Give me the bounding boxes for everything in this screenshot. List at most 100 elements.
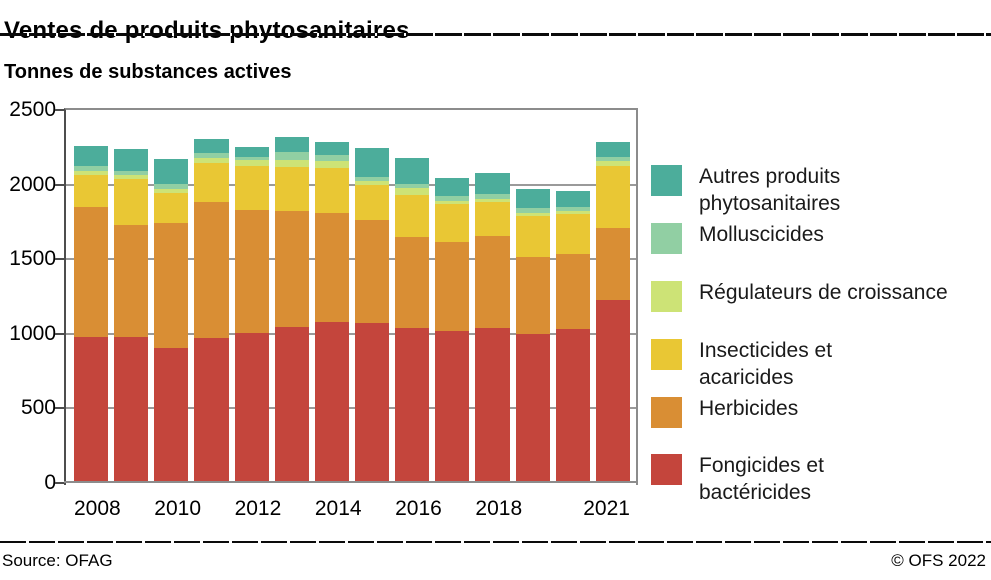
bar-segment [234,160,269,167]
x-axis-label-2021: 2021 [583,497,630,520]
bar-segment [274,159,309,168]
gridline-2000 [66,183,636,186]
y-tick-1500 [55,258,64,261]
bar-2021 [595,141,630,482]
y-tick-1000 [55,332,64,335]
legend-swatch [651,339,682,370]
bar-segment [314,161,349,168]
bar-segment [314,155,349,162]
bar-segment [314,141,349,156]
legend-swatch [651,454,682,485]
bar-segment [595,300,630,482]
bar-2009 [114,149,149,482]
bar-segment [435,196,470,201]
legend-label: Autres produits phytosanitaires [699,165,841,215]
bar-segment [194,338,229,482]
bar-segment [194,153,229,159]
bar-segment [154,188,189,194]
bar-2017 [435,177,470,482]
bar-segment [194,202,229,338]
bar-segment [435,177,470,197]
bar-segment [74,170,109,175]
bar-segment [515,257,550,334]
source-text: Source: OFAG [2,551,113,570]
x-axis-labels: 2008 2010 2012 2014 2016 2018 2021 [66,496,636,522]
bar-segment [555,191,590,207]
y-tick-2500 [55,109,64,111]
bar-segment [395,327,430,482]
bar-segment [274,152,309,160]
bar-segment [114,149,149,171]
legend-item: Régulateurs de croissance [651,281,948,312]
x-axis-label-2008: 2008 [74,497,121,520]
y-axis-label-500: 500 [20,396,56,420]
bar-segment [274,137,309,153]
bar-2016 [395,157,430,482]
bar-segment [234,156,269,161]
bar-segment [154,347,189,482]
legend-label: Régulateurs de croissance [699,281,948,304]
plot-inner [55,109,638,484]
x-axis-label-empty [368,496,390,522]
bar-segment [555,211,590,215]
gridline-500 [66,407,636,410]
page-title: Ventes de produits phytosanitaires [4,17,410,45]
bar-segment [354,180,390,186]
bar-segment [435,200,470,205]
x-axis-label-empty [287,496,309,522]
legend-swatch [651,223,682,254]
bar-segment [475,328,510,482]
y-tick-2000 [55,183,64,186]
bar-segment [114,170,149,176]
bar-2014 [314,141,349,482]
bar-segment [274,211,309,327]
legend-label: Fongicides et bactéricides [699,454,824,504]
legend-swatch [651,397,682,428]
bar-2018 [475,173,510,482]
bar-segment [475,173,510,195]
bar-segment [475,198,510,202]
bar-segment [595,228,630,300]
bar-segment [234,166,269,210]
bar-segment [555,214,590,254]
bar-segment [435,204,470,242]
bar-segment [475,194,510,199]
bar-segment [274,326,309,482]
x-axis-label-empty [448,496,470,522]
bar-2013 [274,137,309,482]
bar-segment [515,212,550,216]
legend-label: Herbicides [699,397,799,420]
bar-segment [595,156,630,162]
chart-subtitle: Tonnes de substances actives [4,61,292,83]
bar-segment [114,175,149,180]
x-axis-label-empty [528,496,550,522]
bar-segment [515,208,550,213]
bar-segment [475,201,510,236]
bar-segment [154,159,189,184]
bar-segment [595,141,630,157]
bar-segment [515,333,550,482]
bar-2015 [354,147,390,482]
bar-segment [435,241,470,331]
x-axis-label-2010: 2010 [154,497,201,520]
y-axis-label-1000: 1000 [9,321,56,345]
bar-segment [555,329,590,482]
x-axis-label-2018: 2018 [475,497,523,520]
legend-item: Fongicides et bactéricides [651,454,824,506]
bar-segment [515,188,550,209]
legend-item: Molluscicides [651,223,824,254]
bar-segment [314,213,349,323]
bar-segment [395,184,430,189]
legend-item: Autres produits phytosanitaires [651,165,840,217]
x-axis-line [64,481,638,483]
footer-divider [0,541,991,543]
bar-2020 [555,191,590,482]
bar-segment [395,157,430,185]
legend-item: Herbicides [651,397,798,428]
bar-segment [395,188,430,195]
bar-segment [354,176,390,181]
bar-segment [194,138,229,154]
title-divider [0,33,991,36]
y-axis-label-2500: 2500 [9,98,56,121]
y-axis-label-1500: 1500 [9,247,56,271]
